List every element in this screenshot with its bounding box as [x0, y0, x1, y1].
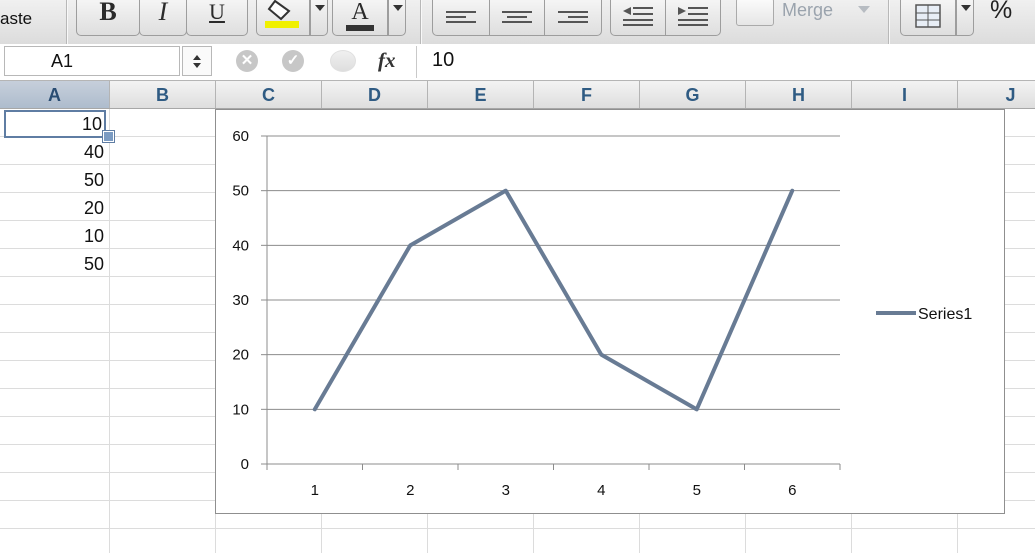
chart-axes [261, 135, 841, 470]
data-point [599, 353, 603, 357]
align-right-icon [558, 11, 588, 23]
formula-input[interactable]: 10 [432, 49, 455, 71]
italic-button[interactable]: I [139, 0, 187, 36]
column-header-b[interactable]: B [110, 81, 216, 108]
data-point [790, 189, 794, 193]
align-right-button[interactable] [544, 0, 602, 36]
italic-label: I [158, 0, 168, 26]
increase-indent-button[interactable] [665, 0, 721, 36]
fill-handle[interactable] [103, 131, 114, 142]
x-tick-label: 4 [597, 482, 605, 499]
data-point [504, 189, 508, 193]
bold-label: B [99, 0, 117, 26]
increase-indent-icon [678, 7, 708, 26]
font-color-button[interactable]: A [332, 0, 388, 36]
name-box[interactable]: A1 [4, 46, 180, 76]
number-format-button[interactable] [900, 0, 956, 36]
data-point [313, 407, 317, 411]
column-header-row: A B C D E F G H I J [0, 81, 1035, 109]
align-center-button[interactable] [489, 0, 545, 36]
y-tick-label: 50 [232, 183, 249, 200]
toolbar-separator [888, 0, 889, 44]
series-line [312, 188, 795, 412]
font-color-swatch [346, 25, 374, 31]
fill-color-button[interactable] [256, 0, 310, 36]
decrease-indent-button[interactable] [610, 0, 666, 36]
column-header-i[interactable]: I [852, 81, 958, 108]
align-left-button[interactable] [432, 0, 490, 36]
paste-button-label[interactable]: aste [0, 9, 33, 28]
ribbon-toolbar: aste B I U A [0, 0, 1035, 45]
cancel-icon[interactable]: ✕ [236, 50, 258, 72]
column-header-j[interactable]: J [958, 81, 1035, 108]
column-header-d[interactable]: D [322, 81, 428, 108]
y-tick-label: 30 [232, 292, 249, 309]
y-tick-label: 60 [232, 128, 249, 145]
y-tick-label: 0 [241, 456, 249, 473]
column-header-g[interactable]: G [640, 81, 746, 108]
toolbar-separator [420, 0, 421, 44]
grid-line [0, 528, 1035, 529]
data-point [408, 243, 412, 247]
cell-a4[interactable]: 20 [83, 198, 104, 218]
underline-button[interactable]: U [186, 0, 248, 36]
formula-builder-icon[interactable] [330, 50, 356, 72]
formula-bar-separator [416, 46, 417, 78]
x-axis-tick-labels: 1 2 3 4 5 6 [311, 482, 797, 499]
insert-function-button[interactable]: fx [378, 48, 396, 72]
number-format-dropdown[interactable] [956, 0, 974, 36]
chart-series [312, 188, 795, 412]
column-header-f[interactable]: F [534, 81, 640, 108]
line-chart[interactable]: 0 10 20 30 40 50 60 1 2 3 4 5 6 Series1 [215, 109, 1005, 514]
merge-button[interactable]: Merge [782, 0, 834, 20]
y-axis-tick-labels: 0 10 20 30 40 50 60 [232, 128, 249, 473]
merge-icon [736, 0, 774, 26]
confirm-icon[interactable]: ✓ [282, 50, 304, 72]
align-left-icon [446, 11, 476, 23]
cell-a3[interactable]: 50 [83, 170, 104, 190]
name-box-stepper[interactable] [182, 46, 212, 76]
chart-canvas: 0 10 20 30 40 50 60 1 2 3 4 5 6 Series1 [232, 128, 972, 499]
y-tick-label: 20 [232, 347, 249, 364]
cell-a2[interactable]: 40 [83, 142, 104, 162]
x-tick-label: 5 [693, 482, 701, 499]
cell-a1[interactable]: 10 [4, 110, 106, 138]
y-tick-label: 40 [232, 237, 249, 254]
column-header-c[interactable]: C [216, 81, 322, 108]
cell-a5[interactable]: 10 [83, 226, 104, 246]
column-header-e[interactable]: E [428, 81, 534, 108]
column-header-a[interactable]: A [0, 81, 110, 108]
x-tick-label: 2 [406, 482, 414, 499]
grid-line [109, 109, 110, 553]
chart-gridlines [267, 135, 840, 410]
chart-legend: Series1 [876, 306, 972, 323]
align-center-icon [502, 11, 532, 23]
fill-color-dropdown[interactable] [310, 0, 328, 36]
y-tick-label: 10 [232, 401, 249, 418]
font-color-label: A [351, 0, 369, 25]
legend-label: Series1 [918, 306, 972, 323]
x-tick-label: 1 [311, 482, 319, 499]
merge-dropdown-icon[interactable] [858, 6, 870, 13]
column-header-h[interactable]: H [746, 81, 852, 108]
data-point [695, 407, 699, 411]
font-color-dropdown[interactable] [388, 0, 406, 36]
bold-button[interactable]: B [76, 0, 140, 36]
x-tick-label: 3 [502, 482, 510, 499]
number-format-icon [915, 4, 941, 28]
x-tick-label: 6 [788, 482, 796, 499]
paint-bucket-icon [265, 0, 299, 28]
underline-label: U [209, 0, 225, 24]
decrease-indent-icon [623, 7, 653, 26]
toolbar-separator [66, 0, 67, 44]
percent-style-button[interactable]: % [990, 0, 1013, 24]
formula-bar: A1 ✕ ✓ fx 10 [0, 44, 1035, 81]
cell-a6[interactable]: 50 [83, 254, 104, 274]
